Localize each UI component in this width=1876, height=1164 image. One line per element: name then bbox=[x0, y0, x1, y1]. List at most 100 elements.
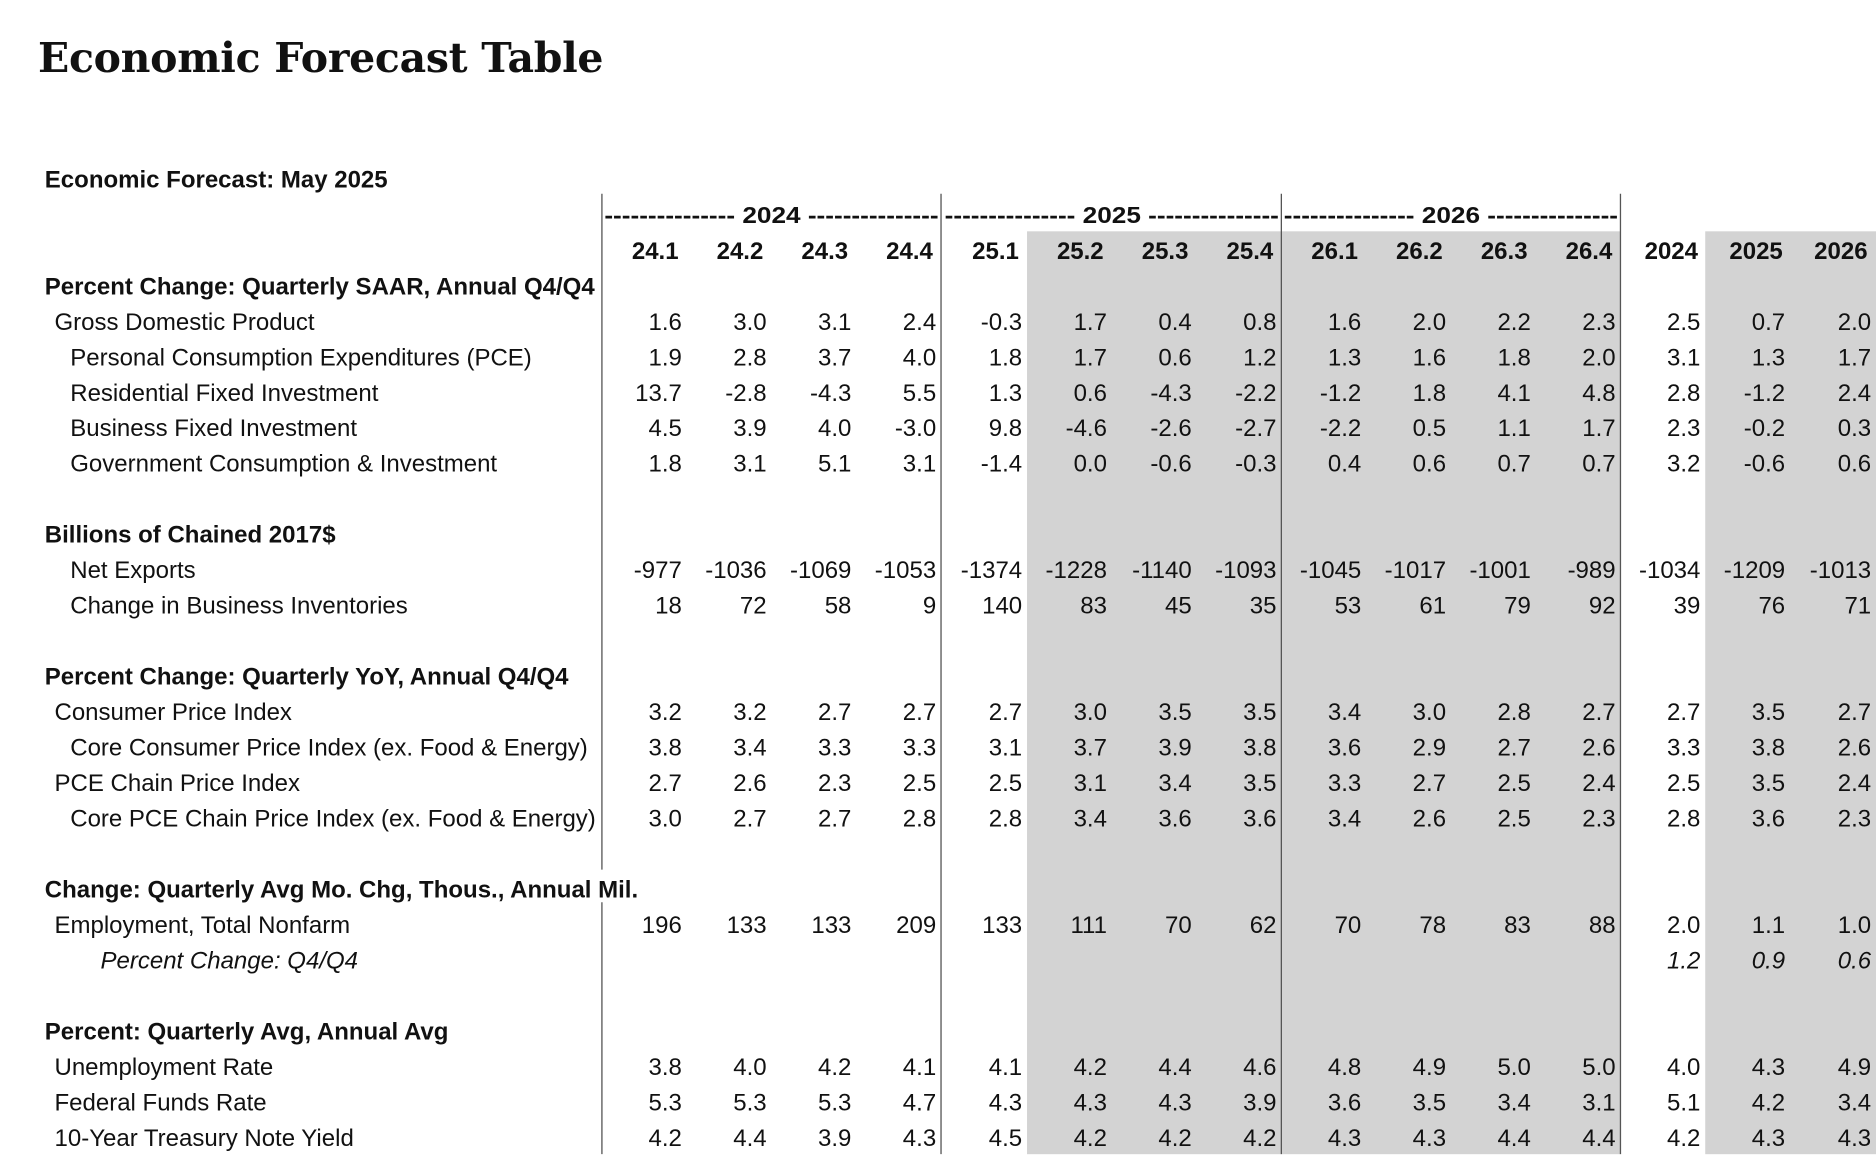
table-cell: 4.3 bbox=[1158, 1089, 1191, 1116]
column-header: 25.3 bbox=[1142, 238, 1189, 265]
table-cell: 1.3 bbox=[989, 380, 1022, 407]
page-title: Economic Forecast Table bbox=[38, 34, 604, 82]
table-cell: 3.3 bbox=[818, 735, 851, 762]
table-cell: 4.1 bbox=[903, 1054, 936, 1081]
table-cell: 39 bbox=[1674, 593, 1701, 620]
table-cell: 4.8 bbox=[1582, 380, 1615, 407]
table-cell: 2.8 bbox=[989, 806, 1022, 833]
forecast-band-2025 bbox=[1027, 231, 1282, 1155]
table-cell: 3.3 bbox=[1667, 735, 1700, 762]
table-cell: 2.3 bbox=[1667, 415, 1700, 442]
table-cell: 0.6 bbox=[1074, 380, 1107, 407]
table-cell: -4.6 bbox=[1066, 415, 1107, 442]
table-cell: 3.1 bbox=[733, 451, 766, 478]
table-cell: 0.6 bbox=[1838, 451, 1871, 478]
table-cell: 5.3 bbox=[648, 1089, 681, 1116]
table-cell: 0.9 bbox=[1752, 948, 1785, 975]
column-header: 24.4 bbox=[886, 238, 933, 265]
table-cell: 3.7 bbox=[1074, 735, 1107, 762]
table-cell: 83 bbox=[1504, 912, 1531, 939]
column-header: 2026 bbox=[1814, 238, 1867, 265]
table-cell: 4.3 bbox=[1074, 1089, 1107, 1116]
table-cell: 2.7 bbox=[648, 770, 681, 797]
table-cell: 88 bbox=[1589, 912, 1616, 939]
table-cell: -2.7 bbox=[1235, 415, 1276, 442]
table-cell: 4.3 bbox=[1752, 1054, 1785, 1081]
table-cell: 2.8 bbox=[1497, 699, 1530, 726]
table-cell: 4.4 bbox=[733, 1125, 766, 1152]
row-label: Business Fixed Investment bbox=[70, 415, 357, 442]
section-heading: Percent Change: Quarterly SAAR, Annual Q… bbox=[45, 273, 596, 300]
table-cell: 0.3 bbox=[1838, 415, 1871, 442]
table-cell: -2.2 bbox=[1235, 380, 1276, 407]
table-cell: 2.7 bbox=[818, 806, 851, 833]
table-cell: -977 bbox=[634, 557, 682, 584]
table-cell: 92 bbox=[1589, 593, 1616, 620]
table-cell: 3.6 bbox=[1158, 806, 1191, 833]
table-cell: 58 bbox=[825, 593, 852, 620]
column-header: 26.4 bbox=[1566, 238, 1613, 265]
table-cell: 35 bbox=[1250, 593, 1277, 620]
row-label: Core PCE Chain Price Index (ex. Food & E… bbox=[70, 806, 596, 833]
table-cell: 5.5 bbox=[903, 380, 936, 407]
table-cell: 13.7 bbox=[635, 380, 682, 407]
table-cell: -1374 bbox=[961, 557, 1022, 584]
table-cell: -1013 bbox=[1810, 557, 1871, 584]
table-cell: -0.3 bbox=[1235, 451, 1276, 478]
table-cell: 3.1 bbox=[1074, 770, 1107, 797]
row-label: Unemployment Rate bbox=[55, 1054, 274, 1081]
table-cell: 72 bbox=[740, 593, 767, 620]
table-cell: 4.3 bbox=[1328, 1125, 1361, 1152]
year-group-header-2026: --------------- 2026 --------------- bbox=[1284, 202, 1618, 228]
table-cell: 3.1 bbox=[989, 735, 1022, 762]
table-cell: 1.3 bbox=[1328, 344, 1361, 371]
table-cell: 1.7 bbox=[1074, 309, 1107, 336]
table-cell: 4.1 bbox=[1497, 380, 1530, 407]
table-cell: 3.5 bbox=[1243, 770, 1276, 797]
table-cell: 3.2 bbox=[648, 699, 681, 726]
table-cell: 3.9 bbox=[1158, 735, 1191, 762]
table-cell: 2.6 bbox=[1413, 806, 1446, 833]
table-cell: 2.4 bbox=[903, 309, 936, 336]
table-cell: 1.1 bbox=[1497, 415, 1530, 442]
table-cell: 2.8 bbox=[1667, 380, 1700, 407]
table-cell: 2.4 bbox=[1838, 380, 1871, 407]
column-header: 26.1 bbox=[1311, 238, 1358, 265]
table-cell: -2.8 bbox=[725, 380, 766, 407]
table-cell: -1034 bbox=[1639, 557, 1700, 584]
table-cell: 4.5 bbox=[989, 1125, 1022, 1152]
table-cell: 5.0 bbox=[1497, 1054, 1530, 1081]
table-cell: 3.4 bbox=[1497, 1089, 1530, 1116]
table-cell: 4.2 bbox=[1074, 1054, 1107, 1081]
table-cell: 2.6 bbox=[1838, 735, 1871, 762]
table-cell: 3.0 bbox=[1413, 699, 1446, 726]
table-cell: 1.8 bbox=[1413, 380, 1446, 407]
table-cell: 3.7 bbox=[818, 344, 851, 371]
table-cell: 3.2 bbox=[733, 699, 766, 726]
row-label: PCE Chain Price Index bbox=[55, 770, 300, 797]
table-cell: 3.1 bbox=[1582, 1089, 1615, 1116]
table-cell: 0.5 bbox=[1413, 415, 1446, 442]
table-cell: 3.3 bbox=[903, 735, 936, 762]
row-label: Personal Consumption Expenditures (PCE) bbox=[70, 344, 532, 371]
table-cell: 3.1 bbox=[1667, 344, 1700, 371]
table-cell: -1053 bbox=[875, 557, 936, 584]
table-cell: 61 bbox=[1419, 593, 1446, 620]
table-cell: 2.6 bbox=[733, 770, 766, 797]
table-cell: 3.6 bbox=[1752, 806, 1785, 833]
table-cell: 2.8 bbox=[733, 344, 766, 371]
table-cell: -1045 bbox=[1300, 557, 1361, 584]
row-label: Net Exports bbox=[70, 557, 195, 584]
table-cell: -1093 bbox=[1215, 557, 1276, 584]
column-header: 2024 bbox=[1645, 238, 1699, 265]
table-cell: 83 bbox=[1080, 593, 1107, 620]
table-cell: 1.9 bbox=[648, 344, 681, 371]
table-cell: 2.7 bbox=[989, 699, 1022, 726]
table-cell: 2.5 bbox=[989, 770, 1022, 797]
table-cell: 4.6 bbox=[1243, 1054, 1276, 1081]
table-cell: 3.9 bbox=[818, 1125, 851, 1152]
table-cell: 4.5 bbox=[648, 415, 681, 442]
table-cell: 1.6 bbox=[648, 309, 681, 336]
table-cell: -3.0 bbox=[895, 415, 936, 442]
